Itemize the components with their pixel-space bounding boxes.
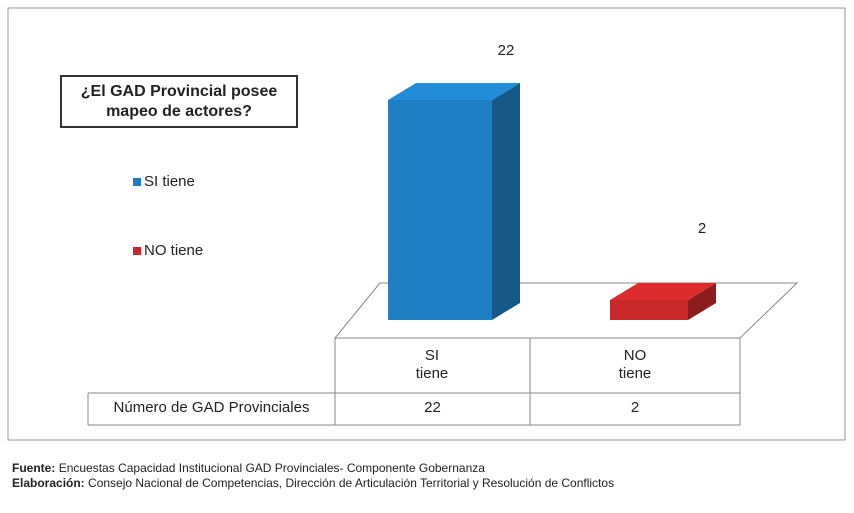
bar-top xyxy=(388,83,520,100)
bar-side xyxy=(688,283,716,320)
value-label: 2 xyxy=(697,220,707,237)
note-label: Elaboración: xyxy=(12,476,85,490)
table-value: 2 xyxy=(630,399,640,416)
legend-swatch xyxy=(133,247,141,255)
note-text: Encuestas Capacidad Institucional GAD Pr… xyxy=(58,461,485,475)
credit-note: Elaboración: Consejo Nacional de Compete… xyxy=(12,476,614,490)
bar xyxy=(388,83,520,320)
chart-title: ¿El GAD Provincial posee mapeo de actore… xyxy=(60,75,298,128)
legend-label: SI tiene xyxy=(144,173,195,190)
category-label: SI tiene xyxy=(415,347,449,382)
legend-swatch xyxy=(133,178,141,186)
note-text: Consejo Nacional de Competencias, Direcc… xyxy=(88,476,615,490)
bar-top xyxy=(610,283,716,300)
category-label: NO tiene xyxy=(618,347,652,382)
bar-front xyxy=(610,300,688,320)
table-value: 22 xyxy=(424,399,441,416)
bars xyxy=(388,83,716,320)
bar-front xyxy=(388,100,492,320)
bar xyxy=(610,283,716,320)
source-note: Fuente: Encuestas Capacidad Instituciona… xyxy=(12,461,485,475)
legend-label: NO tiene xyxy=(144,242,204,259)
frame xyxy=(7,7,846,441)
table-row-label: Número de GAD Provinciales xyxy=(113,399,310,416)
data-table-grid xyxy=(87,337,741,426)
note-label: Fuente: xyxy=(12,461,56,475)
value-label: 22 xyxy=(497,42,515,59)
bar-side xyxy=(492,83,520,320)
